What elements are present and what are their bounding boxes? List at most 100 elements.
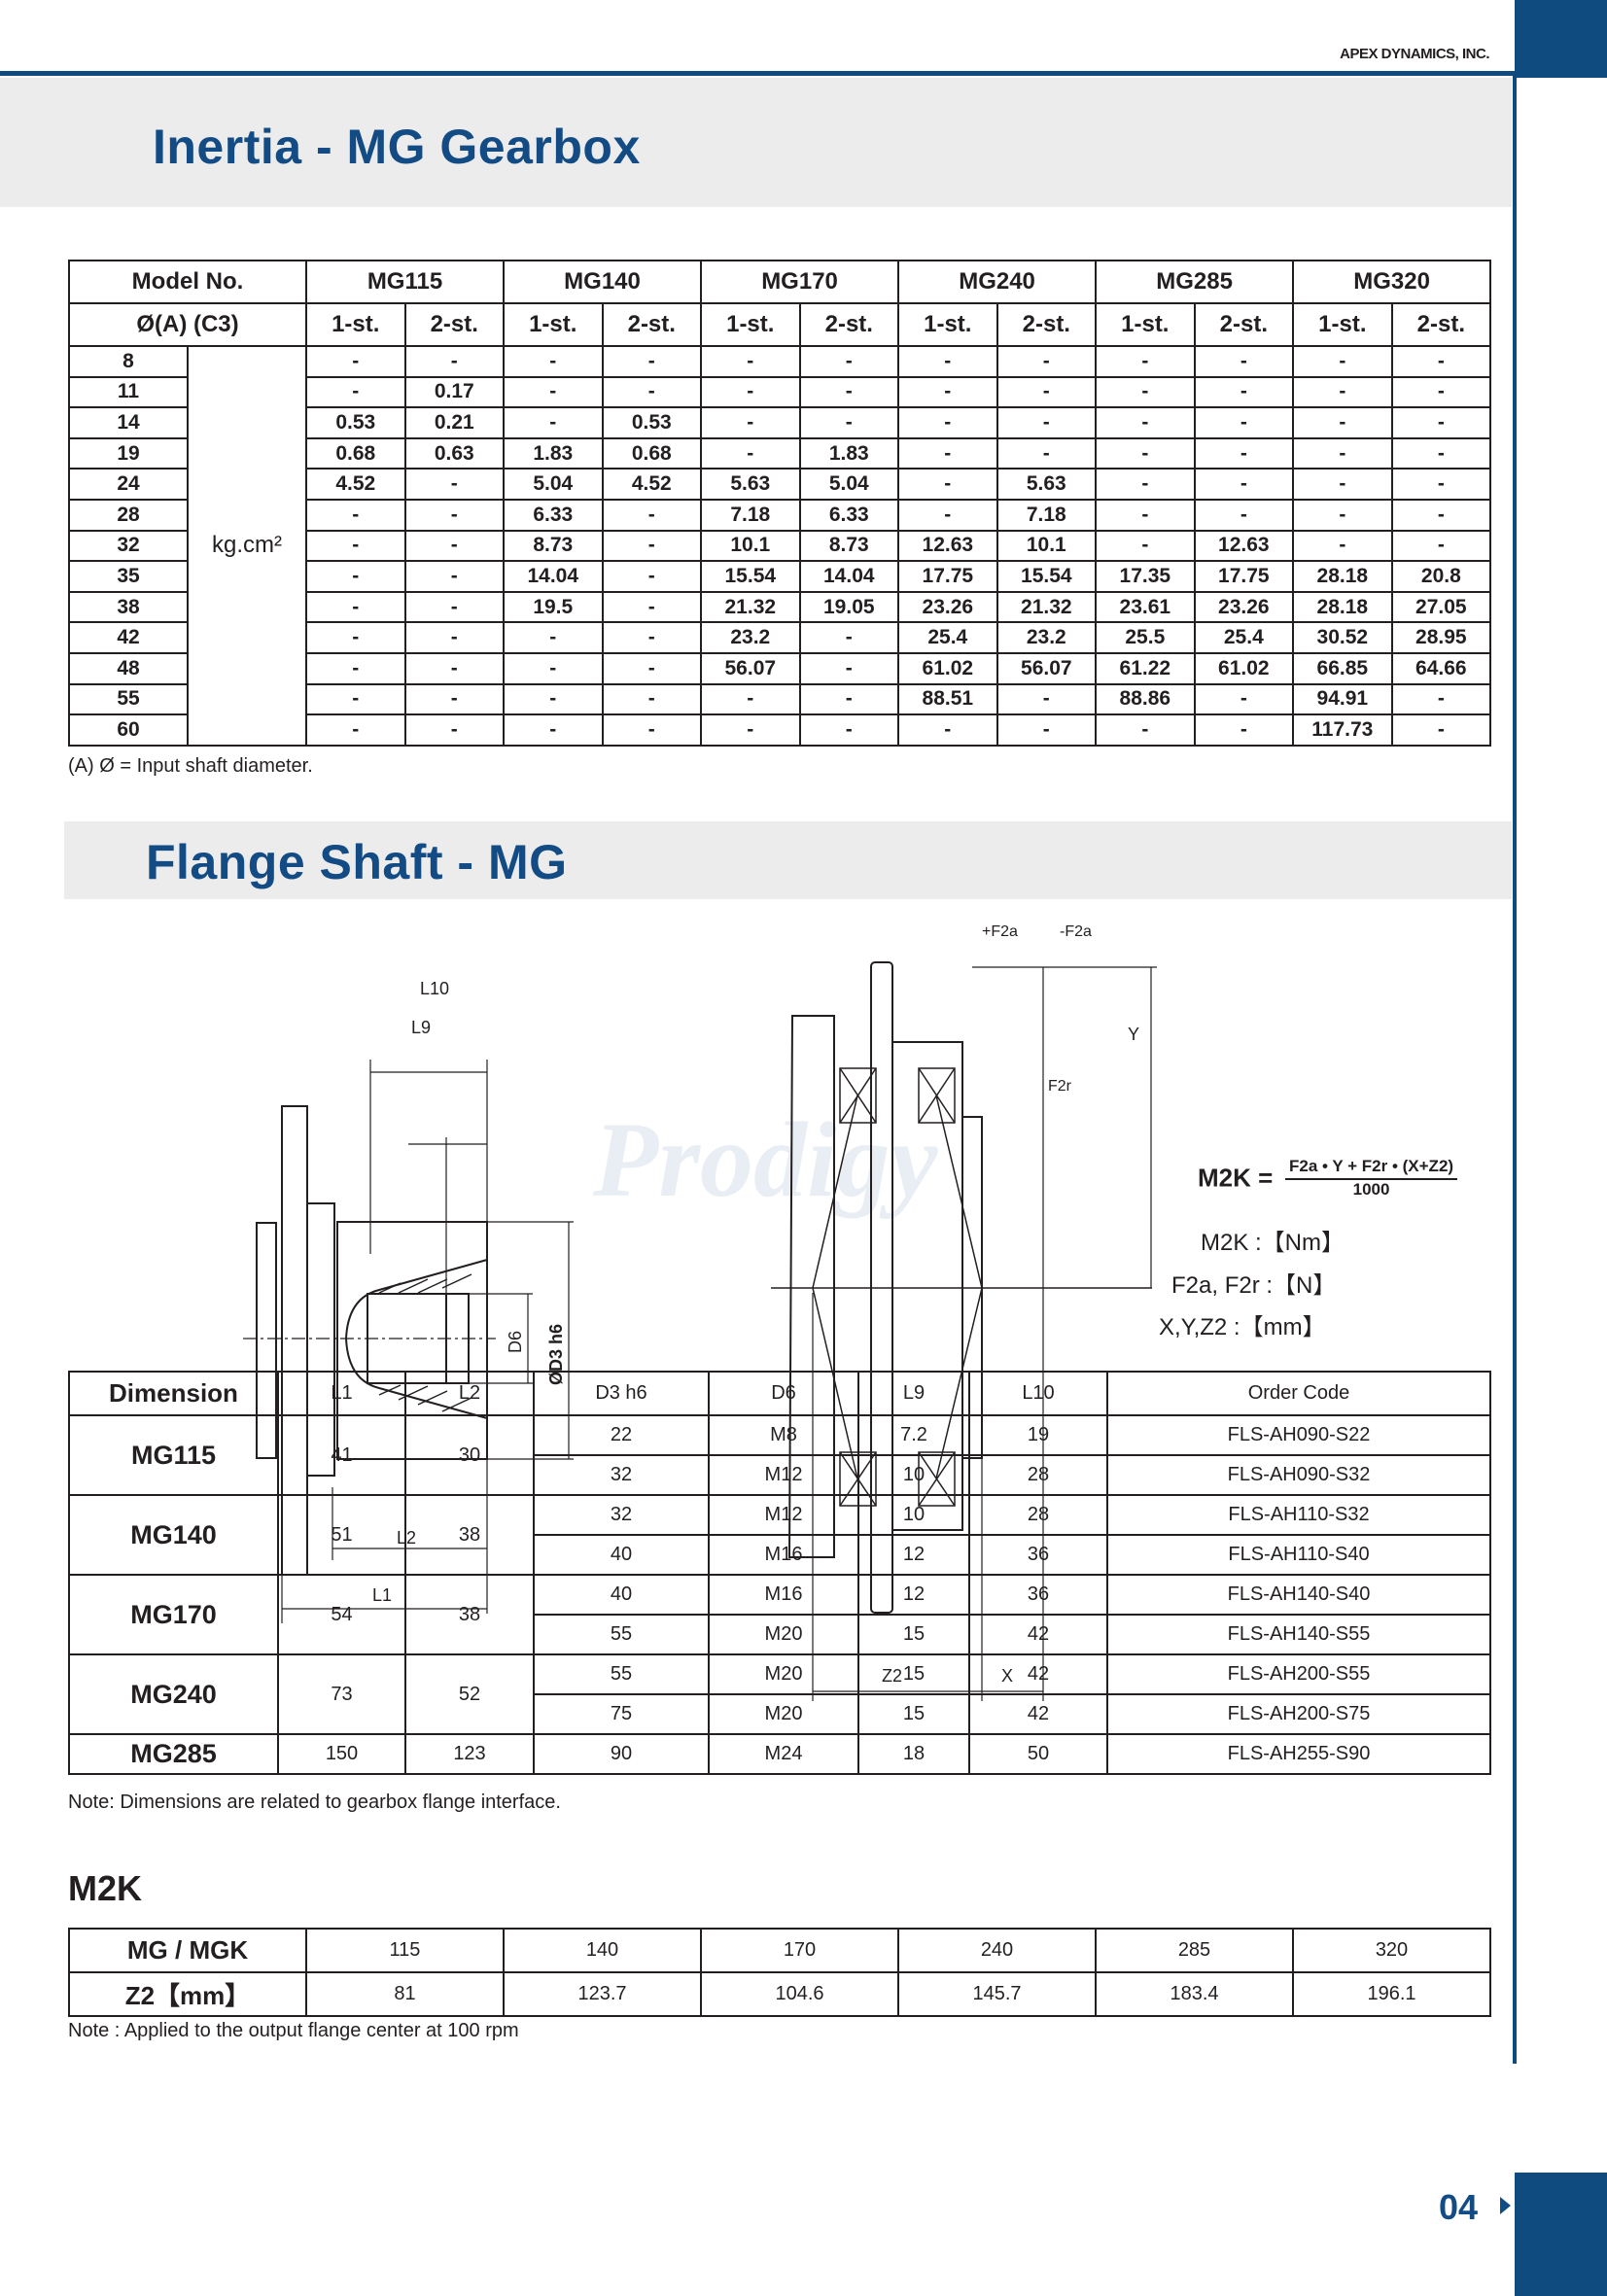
inertia-value: 23.26 [897, 590, 998, 624]
inertia-value: - [1292, 436, 1393, 470]
inertia-value: 30.52 [1292, 621, 1393, 654]
order-code-cell: FLS-AH140-S55 [1106, 1614, 1491, 1655]
inertia-value: 17.75 [897, 560, 998, 593]
inertia-value: - [403, 529, 506, 563]
inertia-value: - [1390, 406, 1492, 439]
inertia-value: 17.35 [1095, 560, 1196, 593]
unit-forces: F2a, F2r :【N】 [1171, 1272, 1337, 1299]
d3-cell: 55 [533, 1653, 710, 1695]
label-minus-f2a: -F2a [1060, 923, 1092, 940]
inertia-value: - [798, 713, 900, 747]
next-page-arrow-icon[interactable] [1500, 2197, 1511, 2214]
l2-cell: 123 [404, 1733, 535, 1775]
stage-header: 1-st. [897, 302, 998, 347]
watermark: Prodigy [592, 1100, 939, 1219]
d3-cell: 75 [533, 1693, 710, 1735]
inertia-value: 6.33 [798, 498, 900, 532]
corner-tab [1515, 0, 1607, 78]
inertia-value: - [897, 345, 998, 378]
inertia-value: - [1390, 436, 1492, 470]
company-name: APEX DYNAMICS, INC. [1340, 46, 1489, 62]
inertia-value: - [1095, 406, 1196, 439]
inertia-value: 7.18 [700, 498, 801, 532]
header-row-models: Model No. MG115 MG140 MG170 MG240 MG285 MG320 [68, 260, 1492, 304]
inertia-value: 1.83 [503, 436, 604, 470]
order-code-cell: FLS-AH200-S55 [1106, 1653, 1491, 1695]
inertia-value: 28.95 [1390, 621, 1492, 654]
l10-cell: 36 [968, 1534, 1108, 1576]
inertia-value: - [798, 375, 900, 409]
order-code-cell: FLS-AH255-S90 [1106, 1733, 1491, 1775]
inertia-value: - [700, 713, 801, 747]
l2-cell: 38 [404, 1574, 535, 1655]
inertia-value: 61.02 [1193, 651, 1295, 685]
inertia-value: - [1292, 529, 1393, 563]
inertia-value: 25.5 [1095, 621, 1196, 654]
size-cell: 285 [1095, 1928, 1294, 1973]
inertia-value: 19.05 [798, 590, 900, 624]
header-row-stages: Ø(A) (C3) 1-st. 2-st. 1-st. 2-st. 1-st. 2-st. 1… [68, 302, 1492, 347]
inertia-value: - [1193, 682, 1295, 716]
d3-cell: 32 [533, 1494, 710, 1536]
inertia-value: - [403, 468, 506, 501]
inertia-value: - [996, 345, 1098, 378]
d6-cell: M24 [708, 1733, 859, 1775]
diameter-cell: 24 [68, 468, 189, 501]
d3-cell: 55 [533, 1614, 710, 1655]
inertia-value: 117.73 [1292, 713, 1393, 747]
order-code-cell: FLS-AH090-S22 [1106, 1414, 1491, 1456]
flange-dimension-table: Dimension L1 L2 D3 h6 D6 L9 L10 Order Code MG11… [68, 1371, 1491, 1775]
inertia-value: - [700, 375, 801, 409]
model-cell: MG140 [68, 1494, 279, 1576]
inertia-value: 28.18 [1292, 560, 1393, 593]
inertia-value: 5.04 [503, 468, 604, 501]
section-band-inertia [0, 78, 1512, 207]
inertia-value: - [403, 713, 506, 747]
l9-cell: 10 [857, 1494, 970, 1536]
inertia-value: 14.04 [503, 560, 604, 593]
inertia-value: 0.21 [403, 406, 506, 439]
shaft-drawing [243, 1060, 574, 1623]
model-header: MG320 [1292, 260, 1492, 304]
inertia-value: 25.4 [1193, 621, 1295, 654]
inertia-value: 20.8 [1390, 560, 1492, 593]
l9-cell: 18 [857, 1733, 970, 1775]
l10-cell: 42 [968, 1653, 1108, 1695]
inertia-value: 23.61 [1095, 590, 1196, 624]
diameter-cell: 42 [68, 621, 189, 654]
inertia-value: 28.18 [1292, 590, 1393, 624]
inertia-value: - [897, 375, 998, 409]
inertia-value: - [305, 560, 406, 593]
table-row: MG285 150 123 90 M24 18 50 FLS-AH255-S90 [68, 1733, 1491, 1775]
table-row: 24 4.52-5.04 4.52 5.63 5.04-5.63- - - - [68, 468, 1492, 501]
table-row: 35- -14.04-15.54 14.04 17.75 15.54 17.35 17.75… [68, 560, 1492, 593]
size-label: MG / MGK [68, 1928, 307, 1973]
m2k-heading: M2K [68, 1868, 143, 1908]
d3-cell: 32 [533, 1454, 710, 1496]
column-header: L9 [857, 1371, 970, 1416]
column-header: Order Code [1106, 1371, 1491, 1416]
inertia-value: - [1390, 713, 1492, 747]
inertia-value: - [996, 375, 1098, 409]
right-rule [1513, 76, 1517, 2064]
size-row: MG / MGK 115 140 170 240 285 320 [68, 1928, 1491, 1973]
size-cell: 240 [897, 1928, 1097, 1973]
inertia-value: - [503, 713, 604, 747]
inertia-value: - [798, 621, 900, 654]
diameter-cell: 55 [68, 682, 189, 716]
diameter-cell: 28 [68, 498, 189, 532]
inertia-value: 8.73 [503, 529, 604, 563]
z2-cell: 81 [305, 1971, 505, 2017]
inertia-value: - [601, 651, 703, 685]
l1-cell: 73 [277, 1653, 406, 1735]
l9-cell: 12 [857, 1534, 970, 1576]
diameter-cell: 14 [68, 406, 189, 439]
inertia-value: - [1292, 468, 1393, 501]
d6-cell: M12 [708, 1494, 859, 1536]
inertia-value: 0.68 [601, 436, 703, 470]
inertia-value: - [305, 345, 406, 378]
l10-cell: 19 [968, 1414, 1108, 1456]
d3-cell: 22 [533, 1414, 710, 1456]
l1-cell: 54 [277, 1574, 406, 1655]
l10-cell: 28 [968, 1494, 1108, 1536]
